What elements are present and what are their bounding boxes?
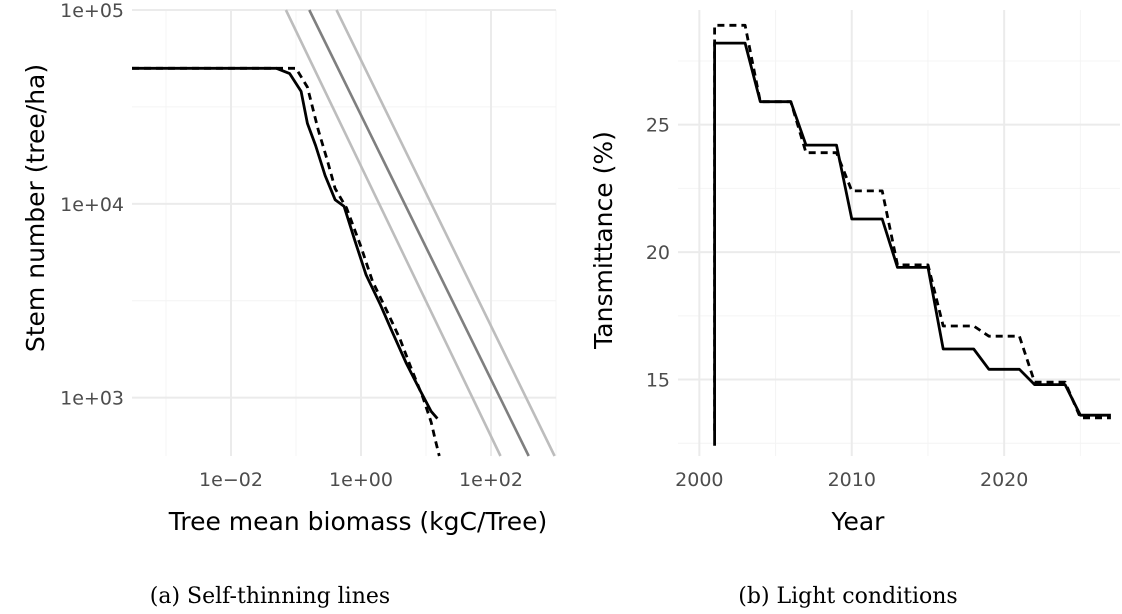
y-tick-label: 20 [646, 242, 670, 264]
panel-a: 1e−02 1e+00 1e+02 1e+03 1e+04 1e+05 Tree mea… [21, 0, 557, 609]
x-tick-label: 2000 [675, 469, 723, 491]
panel-b: 2000 2010 2020 15 20 25 Year Tansmittance (%… [589, 10, 1120, 609]
y-tick-label: 1e+03 [60, 388, 124, 410]
x-tick-label: 1e−02 [199, 469, 263, 491]
panel-b-series [713, 23, 1111, 446]
panel-a-series [132, 9, 556, 457]
panel-b-caption: (b) Light conditions [738, 584, 957, 609]
series-line-4 [308, 9, 530, 457]
series-line-2 [132, 66, 441, 457]
panel-b-x-ticks: 2000 2010 2020 [675, 469, 1028, 491]
panel-a-caption: (a) Self-thinning lines [150, 584, 390, 609]
series-line-1 [132, 66, 439, 420]
y-tick-label: 25 [646, 115, 670, 137]
panel-b-x-axis-title: Year [831, 507, 886, 536]
y-tick-label: 1e+05 [60, 0, 124, 22]
y-tick-label: 1e+04 [60, 194, 124, 216]
panel-a-grid [132, 9, 557, 456]
x-tick-label: 2010 [828, 469, 876, 491]
series-line-2 [713, 23, 1111, 431]
panel-b-y-ticks: 15 20 25 [646, 115, 670, 392]
series-line-1 [713, 41, 1111, 446]
panel-a-y-ticks: 1e+03 1e+04 1e+05 [60, 0, 124, 410]
panel-b-y-axis-title: Tansmittance (%) [589, 131, 618, 350]
y-tick-label: 15 [646, 370, 670, 392]
panel-a-x-ticks: 1e−02 1e+00 1e+02 [199, 469, 523, 491]
series-line-5 [335, 9, 556, 457]
panel-a-x-axis-title: Tree mean biomass (kgC/Tree) [168, 507, 547, 536]
x-tick-label: 1e+00 [329, 469, 393, 491]
x-tick-label: 1e+02 [459, 469, 523, 491]
panel-b-grid [678, 10, 1120, 456]
panel-a-y-axis-title: Stem number (tree/ha) [21, 64, 50, 352]
x-tick-label: 2020 [980, 469, 1028, 491]
series-line-3 [284, 9, 502, 457]
